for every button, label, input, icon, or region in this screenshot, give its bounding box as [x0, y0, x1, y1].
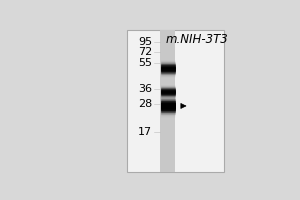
Text: 17: 17 — [138, 127, 152, 137]
Bar — [160, 30, 176, 172]
Text: 55: 55 — [138, 58, 152, 68]
Bar — [127, 30, 224, 172]
Text: 28: 28 — [138, 99, 152, 109]
Text: 36: 36 — [138, 84, 152, 94]
Text: m.NIH-3T3: m.NIH-3T3 — [165, 33, 228, 46]
Text: 95: 95 — [138, 37, 152, 47]
Text: 72: 72 — [138, 47, 152, 57]
